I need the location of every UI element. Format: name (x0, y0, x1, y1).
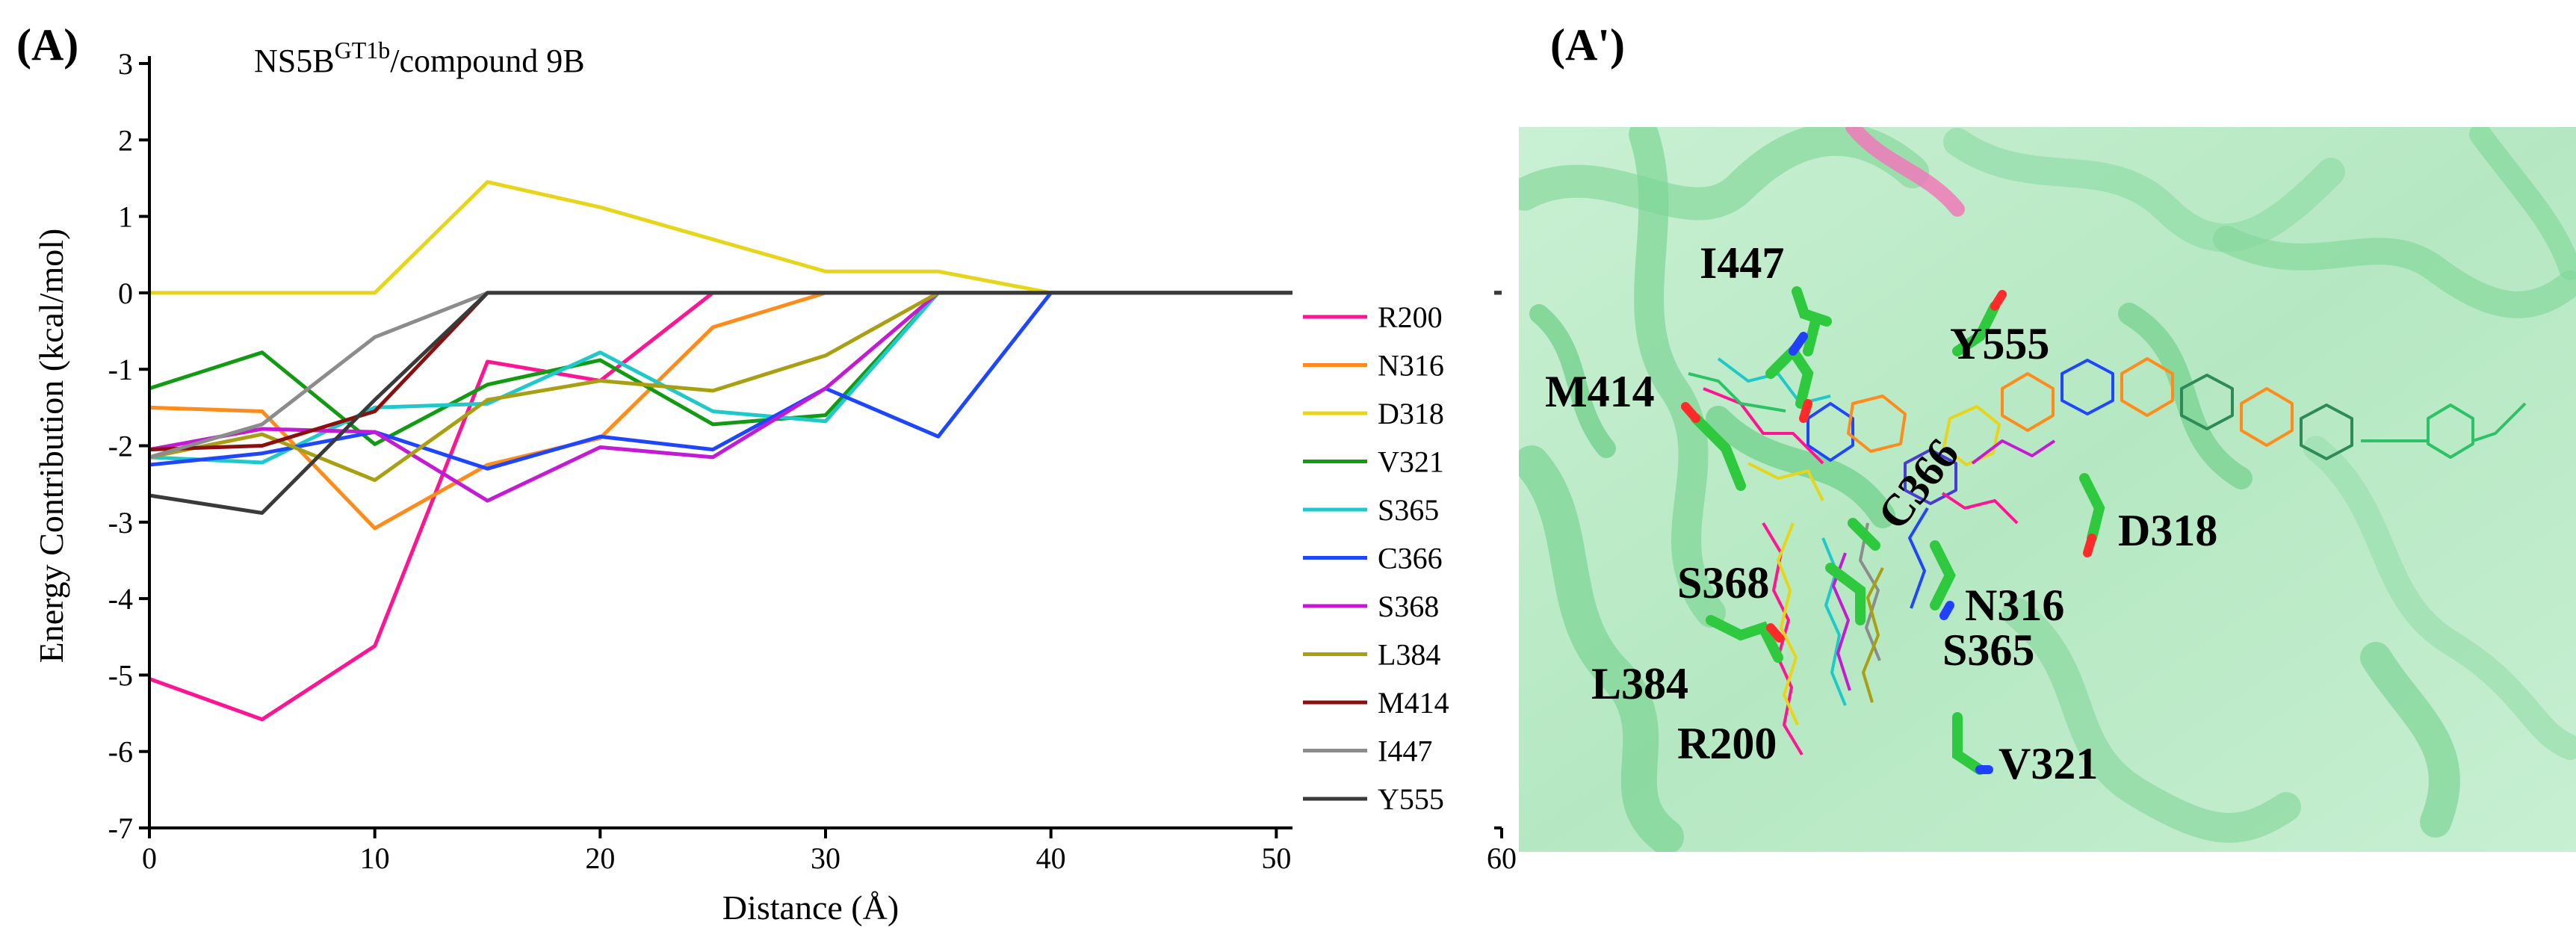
x-tick-label: 0 (142, 841, 157, 875)
y-axis-label: Energy Contribution (kcal/mol) (32, 229, 70, 664)
legend-label-v321: V321 (1378, 445, 1444, 479)
legend-label-y555: Y555 (1378, 782, 1444, 816)
residue-sticks (1691, 286, 2105, 775)
legend-label-n316: N316 (1378, 349, 1444, 383)
y-tick-label: -4 (108, 582, 133, 616)
legend-label-s368: S368 (1378, 590, 1439, 623)
series-line-y555 (149, 291, 1502, 516)
y-tick-label: -3 (108, 506, 133, 540)
energy-chart-panel: (A) NS5BGT1b/compound 9B -7 -6 -5 -4 -3 -2 -1 0… (16, 20, 1517, 927)
x-tick-label: 20 (585, 841, 615, 875)
legend-label-i447: I447 (1378, 735, 1432, 768)
series-lines (149, 180, 1502, 722)
residue-label-n316: N316 (1965, 581, 2064, 630)
residue-label-y555: Y555 (1950, 319, 2049, 368)
y-tick-label: 0 (118, 276, 133, 310)
y-tick-label: 3 (118, 47, 133, 81)
x-tick-label: 10 (360, 841, 390, 875)
x-tick-label: 30 (811, 841, 840, 875)
y-tick-label: 2 (118, 123, 133, 157)
legend-box (1292, 290, 1494, 834)
residue-label-s368: S368 (1677, 558, 1769, 608)
y-tick-label: -2 (108, 430, 133, 463)
y-tick-label: -6 (108, 735, 133, 769)
legend-label-s365: S365 (1378, 493, 1439, 527)
legend: R200 N316 D318 V321 S365 C366 S368 L384 M414 I447… (1292, 290, 1494, 834)
x-tick-label: 40 (1036, 841, 1066, 875)
y-tick-label: 1 (118, 200, 133, 234)
residue-label-m414: M414 (1545, 367, 1655, 416)
legend-label-m414: M414 (1378, 686, 1449, 720)
series-line-d318 (149, 180, 1502, 295)
residue-label-r200: R200 (1677, 719, 1777, 768)
y-tick-label: -1 (108, 353, 133, 386)
protein-ribbons (1519, 127, 2576, 852)
legend-label-r200: R200 (1378, 300, 1443, 334)
residue-label-l384: L384 (1591, 659, 1688, 708)
x-axis-label: Distance (Å) (722, 888, 899, 927)
molecular-view-panel: (A') (1519, 20, 2576, 852)
x-tick-label: 50 (1261, 841, 1291, 875)
x-tick-label: 60 (1487, 841, 1517, 875)
legend-label-d318: D318 (1378, 397, 1444, 430)
panel-b-label: (A') (1550, 20, 1625, 69)
y-tick-label: -5 (108, 658, 133, 692)
residue-label-d318: D318 (2118, 506, 2217, 555)
protein-ligand-rendering: I447 Y555 M414 C366 D318 S368 N316 S365 … (1519, 127, 2576, 852)
legend-label-c366: C366 (1378, 542, 1443, 575)
chart-title: NS5BGT1b/compound 9B (254, 37, 585, 79)
legend-label-l384: L384 (1378, 638, 1440, 672)
residue-label-i447: I447 (1700, 238, 1784, 288)
panel-a-label: (A) (16, 20, 78, 69)
y-tick-label: -7 (108, 811, 133, 845)
residue-label-s365: S365 (1942, 625, 2034, 675)
residue-label-v321: V321 (1998, 739, 2098, 788)
residue-heteroatoms (1681, 290, 2096, 774)
